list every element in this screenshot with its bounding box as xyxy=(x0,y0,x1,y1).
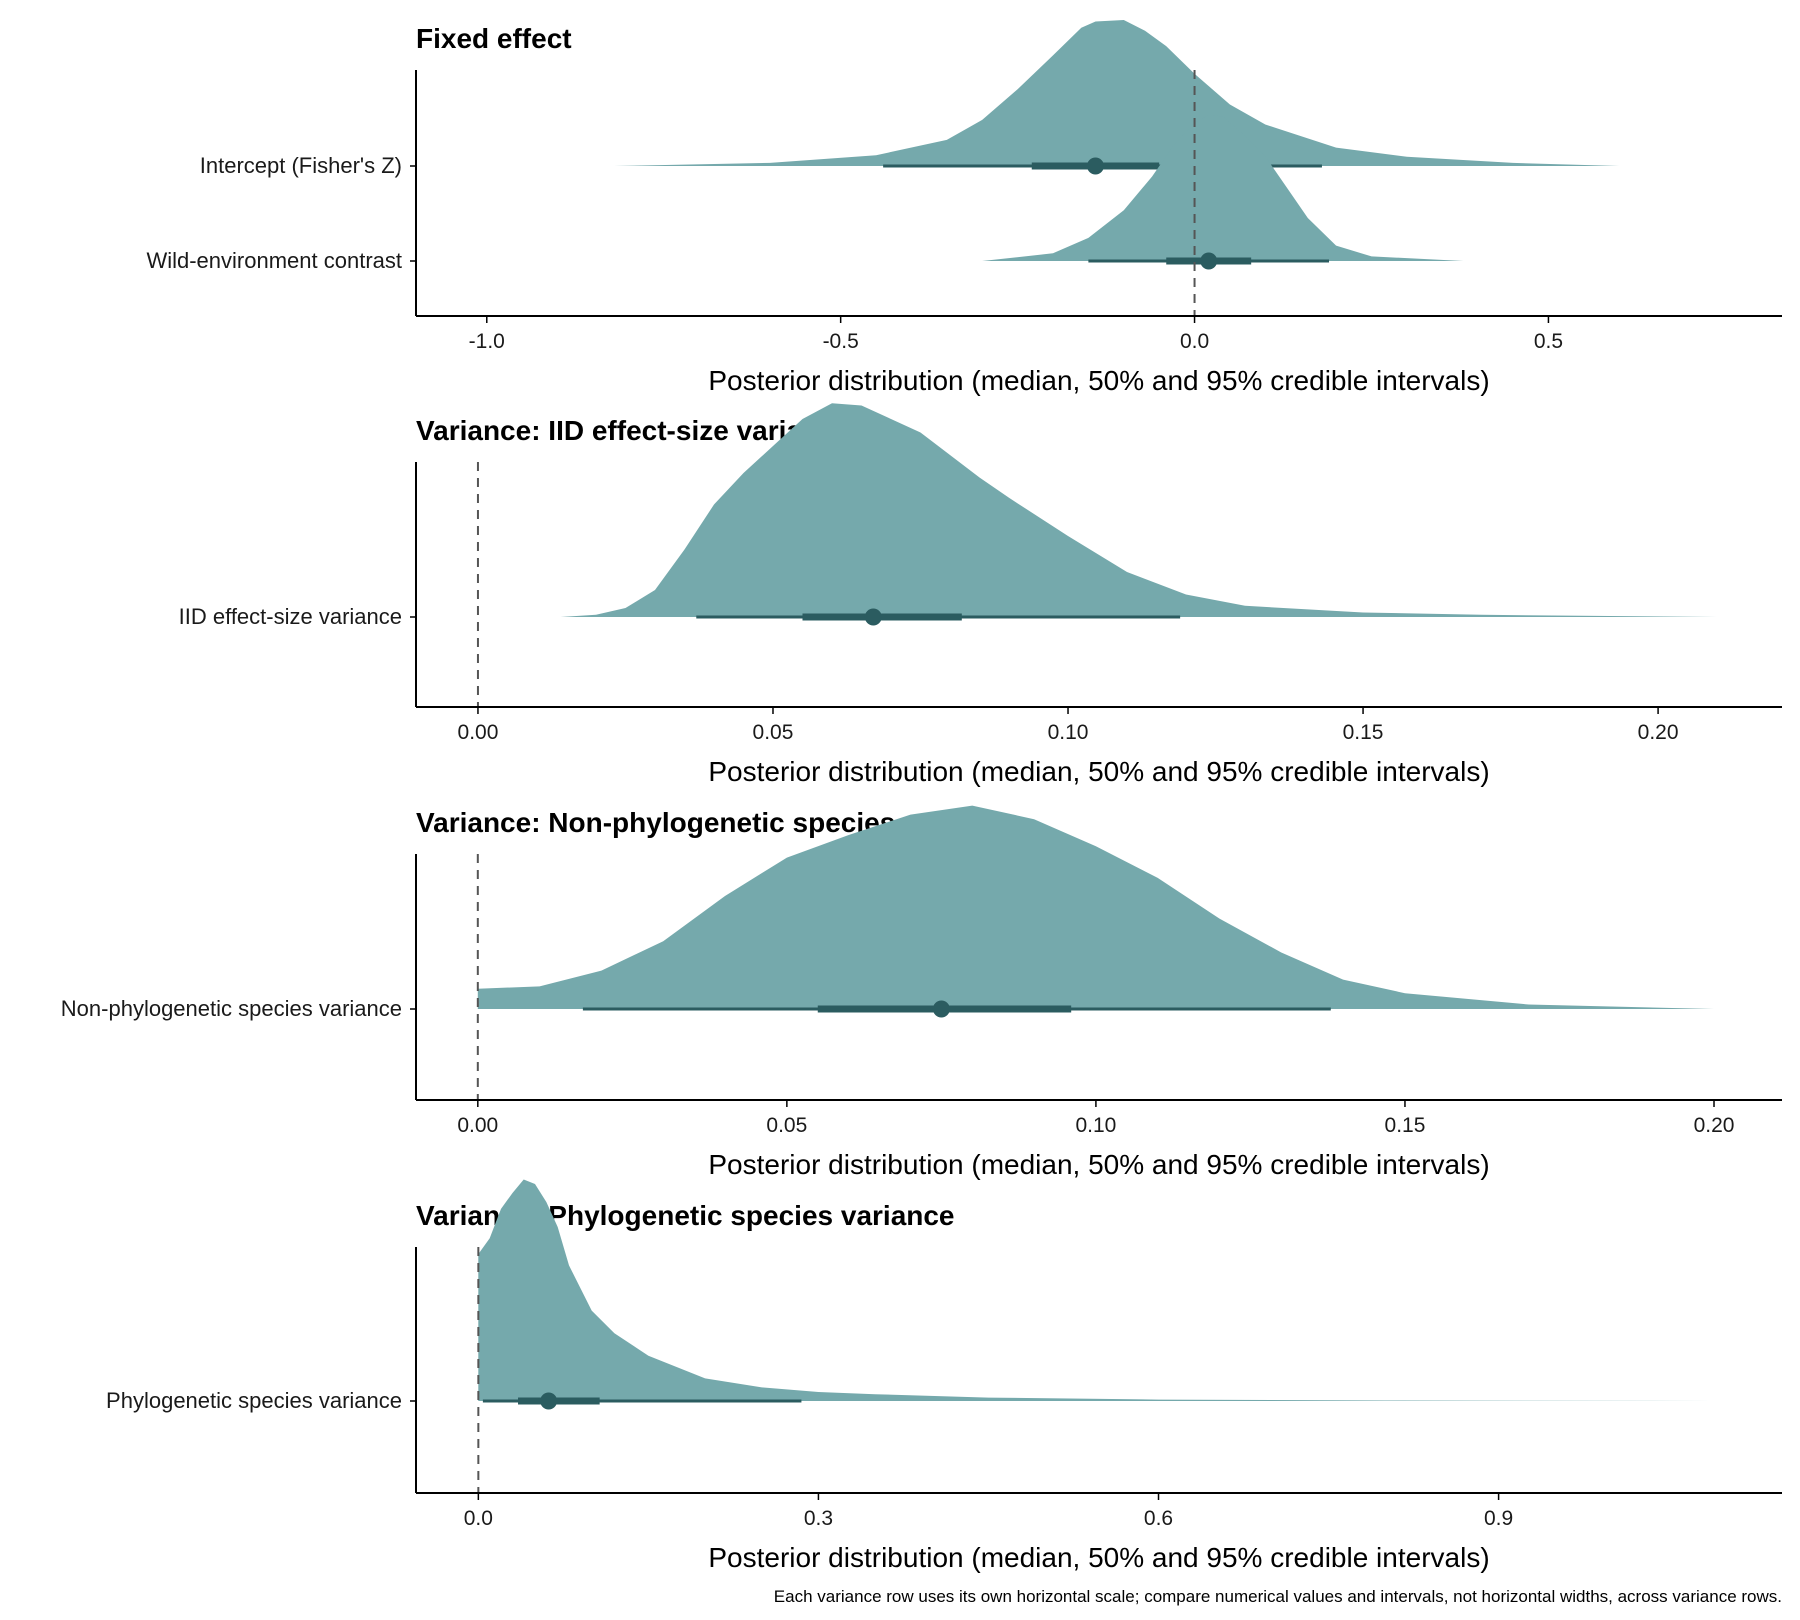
x-tick-label: 0.10 xyxy=(1075,1114,1116,1137)
density-shape xyxy=(614,20,1620,166)
median-point xyxy=(1200,252,1218,270)
density-shape xyxy=(478,1179,1714,1401)
panel-title: Variance: IID effect-size variance xyxy=(416,415,850,446)
median-point xyxy=(540,1392,558,1410)
x-axis-label: Posterior distribution (median, 50% and … xyxy=(708,756,1489,787)
row-label: Non-phylogenetic species variance xyxy=(61,996,402,1021)
panel-4: Variance: Phylogenetic species varianceP… xyxy=(106,1179,1782,1573)
x-axis-label: Posterior distribution (median, 50% and … xyxy=(708,1149,1489,1180)
x-tick-label: 0.9 xyxy=(1484,1507,1513,1530)
x-tick-label: -1.0 xyxy=(469,330,505,353)
density-shape xyxy=(560,403,1718,617)
x-tick-label: 0.05 xyxy=(753,721,794,744)
x-tick-label: 0.0 xyxy=(1180,330,1209,353)
row-label: Phylogenetic species variance xyxy=(106,1388,402,1413)
median-point xyxy=(864,608,882,626)
row-label: Intercept (Fisher's Z) xyxy=(200,153,402,178)
x-tick-label: 0.5 xyxy=(1534,330,1563,353)
panel-title: Fixed effect xyxy=(416,23,572,54)
x-tick-label: 0.20 xyxy=(1694,1114,1735,1137)
x-axis-label: Posterior distribution (median, 50% and … xyxy=(708,365,1489,396)
panel-3: Variance: Non-phylogenetic species varia… xyxy=(61,805,1782,1180)
density-shape xyxy=(477,805,1714,1009)
x-tick-label: 0.05 xyxy=(766,1114,807,1137)
x-tick-label: 0.00 xyxy=(457,1114,498,1137)
panel-1: Fixed effect Intercept (Fisher's Z) Wild-e… xyxy=(146,20,1782,396)
x-tick-label: 0.15 xyxy=(1385,1114,1426,1137)
panel-2: Variance: IID effect-size variance IID ef… xyxy=(179,403,1782,787)
x-tick-label: 0.15 xyxy=(1343,721,1384,744)
x-axis-label: Posterior distribution (median, 50% and … xyxy=(708,1542,1489,1573)
median-point xyxy=(1086,157,1104,175)
x-tick-label: 0.0 xyxy=(464,1507,493,1530)
x-tick-label: 0.20 xyxy=(1638,721,1679,744)
figure-caption: Each variance row uses its own horizonta… xyxy=(774,1587,1782,1606)
x-tick-label: 0.6 xyxy=(1144,1507,1173,1530)
x-tick-label: 0.00 xyxy=(458,721,499,744)
x-tick-label: 0.10 xyxy=(1048,721,1089,744)
x-tick-label: 0.3 xyxy=(804,1507,833,1530)
density-shape xyxy=(982,115,1464,261)
x-tick-label: -0.5 xyxy=(823,330,859,353)
median-point xyxy=(932,1000,950,1018)
row-label: Wild-environment contrast xyxy=(146,248,402,273)
row-label: IID effect-size variance xyxy=(179,604,402,629)
